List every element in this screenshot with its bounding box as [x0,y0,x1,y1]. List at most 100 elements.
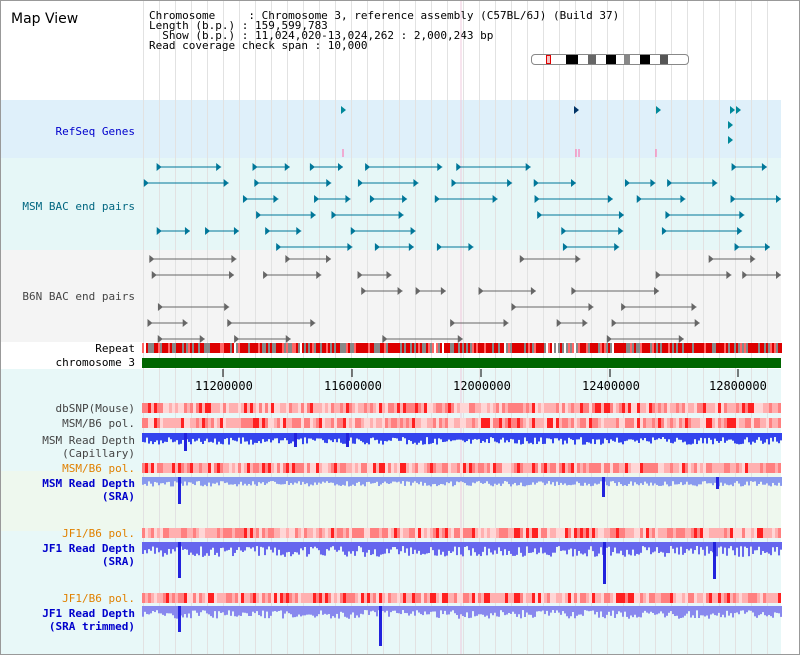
bac-end-mark [382,335,388,343]
bac-end-mark [242,195,248,203]
refseq-gene-mark [341,106,346,114]
read-depth-bar [296,477,298,484]
read-depth-bar [168,477,170,482]
msm-b6-pol-label[interactable]: MSM/B6 pol. [62,417,135,430]
read-depth-bar [572,606,574,613]
read-depth-bar [560,542,562,551]
polymorphism-cell [160,403,163,413]
polymorphism-cell [457,463,460,473]
repeat-segment [408,343,410,353]
read-depth-bar [154,433,156,442]
read-depth-bar [222,477,224,482]
polymorphism-cell [154,528,157,538]
dbsnp-label[interactable]: dbSNP(Mouse) [55,402,135,415]
read-depth-bar [160,542,162,551]
read-depth-bar [360,433,362,441]
read-depth-bar [260,606,262,617]
polymorphism-cell [583,403,586,413]
read-depth-bar [600,542,602,548]
polymorphism-cell [391,403,394,413]
msm-b6-pol-sra-label[interactable]: MSM/B6 pol. [62,462,135,475]
read-depth-bar [536,477,538,483]
refseq-genes-label[interactable]: RefSeq Genes [55,125,135,138]
polymorphism-cell [163,418,166,428]
read-depth-bar [246,477,248,486]
polymorphism-cell [745,528,748,538]
read-depth-bar [596,433,598,440]
read-depth-bar [748,542,750,557]
polymorphism-cell [238,403,241,413]
chromosome-label[interactable]: chromosome 3 [55,356,135,369]
read-depth-bar [472,477,474,483]
read-depth-bar [508,542,510,551]
repeat-segment [306,343,308,353]
read-depth-bar [256,477,258,486]
polymorphism-cell [226,528,229,538]
jf1-read-depth-trimmed-label[interactable]: JF1 Read Depth (SRA trimmed) [42,607,135,633]
repeat-segment [244,343,246,353]
repeat-segment [566,343,568,353]
read-depth-bar [330,542,332,548]
msm-bac-end-pairs-label[interactable]: MSM BAC end pairs [22,200,135,213]
polymorphism-cell [172,463,175,473]
bac-end-mark [254,179,260,187]
polymorphism-cell [322,418,325,428]
repeat-segment [204,343,206,353]
repeat-label[interactable]: Repeat [95,342,135,355]
read-depth-bar [192,606,194,611]
repeat-segment [752,343,754,353]
b6n-bac-end-pairs-label[interactable]: B6N BAC end pairs [22,290,135,303]
polymorphism-cell [265,528,268,538]
read-depth-bar [514,542,516,556]
msm-read-depth-sra-label[interactable]: MSM Read Depth (SRA) [42,477,135,503]
read-depth-bar [760,606,762,615]
read-depth-bar [506,542,508,556]
read-depth-bar [242,477,244,486]
refseq-gene-mark [656,106,661,114]
polymorphism-cell [328,418,331,428]
polymorphism-cell [385,528,388,538]
chromosome-info: Chromosome : Chromosome 3, reference ass… [149,9,620,22]
read-depth-bar [676,477,678,485]
jf1-b6-pol-label[interactable]: JF1/B6 pol. [62,527,135,540]
polymorphism-cell [292,528,295,538]
polymorphism-cell [475,418,478,428]
repeat-segment [276,343,278,353]
jf1-b6-pol-2-label[interactable]: JF1/B6 pol. [62,592,135,605]
polymorphism-cell [433,528,436,538]
read-depth-bar [536,542,538,555]
repeat-segment [720,343,722,353]
read-depth-bar [154,477,156,482]
bac-end-mark [561,227,567,235]
polymorphism-cell [295,403,298,413]
read-depth-bar [216,606,218,619]
read-depth-bar [410,606,412,614]
repeat-segment [384,343,386,353]
msm-read-depth-capillary-label[interactable]: MSM Read Depth (Capillary) [42,434,135,460]
read-depth-bar [708,477,710,484]
read-depth-bar [652,606,654,614]
polymorphism-cell [178,463,181,473]
polymorphism-cell [715,463,718,473]
read-depth-bar [388,606,390,617]
chromosome-ideogram[interactable] [531,54,689,65]
read-depth-bar [686,477,688,482]
read-depth-bar [356,542,358,552]
repeat-segment [174,343,176,353]
read-depth-bar [236,477,238,487]
read-depth-bar [504,477,506,482]
repeat-segment [568,343,570,353]
read-depth-bar [352,606,354,613]
read-depth-bar [158,606,160,614]
read-depth-bar [290,433,292,444]
read-depth-bar [228,542,230,550]
polymorphism-cell [271,593,274,603]
repeat-segment [636,343,638,353]
jf1-read-depth-sra-label[interactable]: JF1 Read Depth (SRA) [42,542,135,568]
read-depth-bar [464,477,466,484]
repeat-segment [624,343,626,353]
read-depth-bar [534,433,536,438]
read-depth-bar [172,433,174,443]
read-depth-bar [222,433,224,445]
